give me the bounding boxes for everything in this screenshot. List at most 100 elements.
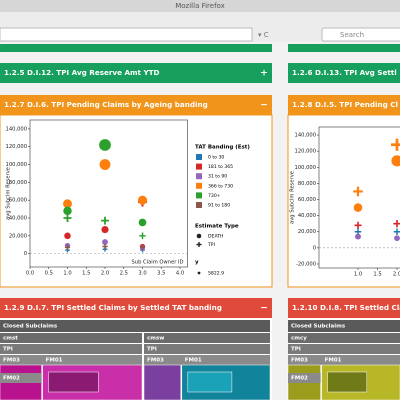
y-tick-label: 40,000 bbox=[9, 216, 27, 222]
treemap-leaf-label: FM03 bbox=[291, 358, 308, 364]
x-tick-label: 4.0 bbox=[176, 271, 184, 277]
treemap-sub bbox=[288, 344, 400, 354]
treemap-leaf-head bbox=[288, 373, 321, 383]
y-axis-label: avg Subclm Reserve bbox=[6, 167, 12, 220]
legend-swatch bbox=[196, 192, 202, 199]
plot-area bbox=[29, 119, 188, 268]
treemap-leaf-label: FM02 bbox=[3, 376, 20, 382]
x-tick-label: 3.5 bbox=[157, 271, 165, 277]
legend-swatch bbox=[196, 182, 202, 189]
treemap-sub-label: TPI bbox=[291, 347, 301, 353]
panel-title: 1.2.8 D.I.5. TPI Pending Cl bbox=[292, 100, 398, 109]
panel-header bbox=[0, 298, 272, 318]
x-tick-label: 0.5 bbox=[45, 271, 53, 277]
point bbox=[391, 138, 400, 151]
legend-label: 730+ bbox=[208, 193, 221, 199]
x-tick-label: 1.0 bbox=[354, 272, 362, 278]
point bbox=[393, 228, 400, 236]
x-tick-label: 3.0 bbox=[138, 271, 146, 277]
panel-title: 1.2.9 D.I.7. TPI Settled Claims by Settl… bbox=[4, 303, 222, 312]
point bbox=[353, 203, 363, 212]
point bbox=[137, 195, 148, 205]
legend-label: TPI bbox=[207, 242, 215, 248]
point bbox=[63, 199, 72, 209]
treemap-header-label: Closed Subclaims bbox=[291, 324, 346, 330]
nav-buttons[interactable]: ▾ C bbox=[258, 31, 269, 39]
y-axis-label: avg Subclm Reserve bbox=[290, 171, 296, 224]
legend-marker bbox=[197, 271, 201, 275]
legend-swatch bbox=[196, 163, 202, 170]
point bbox=[139, 232, 146, 240]
point bbox=[63, 206, 72, 216]
point bbox=[99, 139, 111, 151]
point bbox=[139, 244, 146, 250]
y-tick-label: 100,000 bbox=[295, 165, 316, 171]
panel-title: 1.2.5 D.I.12. TPI Avg Reserve Amt YTD bbox=[4, 68, 160, 77]
y-tick-label: 20,000 bbox=[298, 229, 316, 235]
panel-header bbox=[288, 95, 400, 115]
chart-panel bbox=[287, 114, 400, 288]
y-tick-label: 40,000 bbox=[298, 213, 316, 219]
treemap-group-label: cmst bbox=[3, 336, 18, 342]
legend-label: DEATH bbox=[208, 234, 224, 240]
treemap-header bbox=[288, 320, 400, 332]
y-tick-label: 60,000 bbox=[298, 197, 316, 203]
legend-swatch bbox=[196, 173, 202, 180]
point bbox=[102, 239, 108, 245]
treemap-leaf-label: FM03 bbox=[3, 358, 20, 364]
y-tick-label: 80,000 bbox=[9, 180, 27, 186]
legend-marker bbox=[196, 233, 202, 239]
point bbox=[64, 244, 71, 250]
point bbox=[355, 233, 361, 240]
legend-swatch bbox=[196, 154, 202, 160]
treemap-header-label: Closed Subclaims bbox=[3, 324, 58, 330]
treemap-cell bbox=[327, 371, 368, 393]
point bbox=[353, 186, 363, 197]
treemap-group-label: cmcy bbox=[291, 336, 307, 342]
panel-stub bbox=[0, 44, 272, 52]
point bbox=[138, 218, 147, 227]
treemap-sub bbox=[144, 344, 270, 354]
treemap-sub-label: TPI bbox=[147, 347, 157, 353]
treemap-leaf-head bbox=[144, 355, 270, 365]
legend-label: 91 to 180 bbox=[208, 203, 230, 209]
point bbox=[393, 220, 400, 228]
point bbox=[101, 226, 109, 234]
y-tick-label: 120,000 bbox=[295, 149, 316, 155]
legend-label: 5822.9 bbox=[208, 271, 224, 277]
point bbox=[101, 216, 109, 225]
chart: -20,000 0 20,000 40,000 60,000 80,000 100,000 1… bbox=[290, 126, 400, 278]
treemap-leaf-head bbox=[0, 355, 142, 365]
point bbox=[391, 155, 400, 167]
legend-label: 31 to 90 bbox=[208, 174, 227, 180]
panel-toggle[interactable]: − bbox=[260, 304, 268, 314]
treemap-group-label: cmsw bbox=[147, 336, 164, 342]
point bbox=[102, 243, 108, 250]
treemap-header bbox=[0, 320, 270, 332]
treemap-group bbox=[144, 333, 270, 343]
panel-header bbox=[0, 95, 272, 115]
chart: 0 20,000 40,000 60,000 80,000 100,000 120,000 1… bbox=[6, 119, 250, 277]
panel-header bbox=[288, 298, 400, 318]
legend-swatch bbox=[196, 202, 202, 208]
legend-label: 181 to 365 bbox=[208, 164, 233, 170]
legend-title: TAT Banding (Est) bbox=[195, 145, 250, 151]
y-tick-label: 140,000 bbox=[295, 133, 316, 139]
x-tick-label: 2.5 bbox=[120, 271, 128, 277]
point bbox=[354, 221, 362, 229]
legend-marker bbox=[196, 242, 202, 247]
panel-toggle[interactable]: − bbox=[260, 101, 268, 111]
y-tick-label: 140,000 bbox=[6, 126, 27, 132]
x-axis-label: Sub Claim Owner ID bbox=[131, 260, 183, 266]
point bbox=[64, 232, 71, 240]
y-tick-label: 0 bbox=[24, 251, 27, 257]
treemap-group bbox=[288, 333, 400, 343]
panel-header bbox=[0, 63, 272, 83]
treemap-cell bbox=[143, 364, 182, 400]
window-title: Mozilla Firefox bbox=[175, 2, 225, 10]
url-bar[interactable] bbox=[0, 27, 253, 42]
x-tick-label: 2.0 bbox=[101, 271, 109, 277]
panel-toggle[interactable]: + bbox=[260, 69, 268, 79]
search-box[interactable] bbox=[321, 27, 400, 42]
